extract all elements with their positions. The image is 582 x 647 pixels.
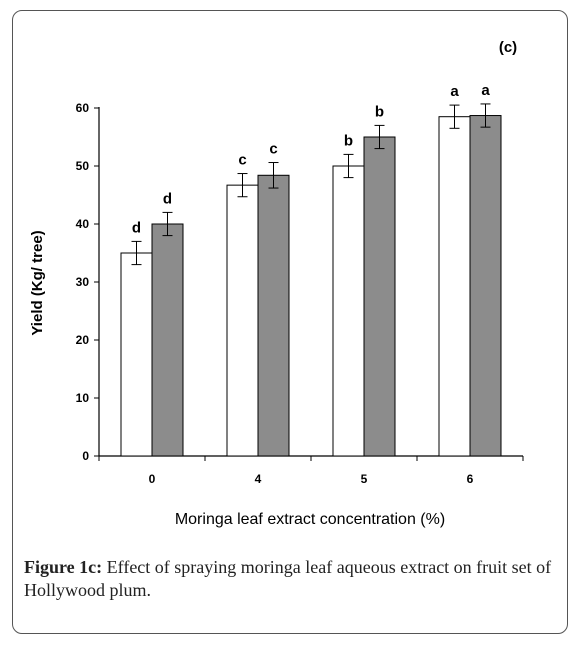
significance-letter: c	[269, 141, 277, 158]
x-axis-label: Moringa leaf extract concentration (%)	[175, 511, 445, 528]
y-tick-label: 40	[76, 217, 90, 231]
bar	[438, 116, 471, 457]
y-tick-label: 10	[76, 391, 90, 405]
x-tick-label: 4	[255, 472, 262, 486]
bar	[332, 165, 365, 457]
x-tick-label: 6	[467, 472, 474, 486]
significance-letter: d	[132, 219, 141, 236]
bar-chart: (c) 0 10 20 30 40 50 60 0 d d 4 c c 5 b b 6 a a Yield (Kg/…	[29, 39, 524, 528]
y-axis-label: Yield (Kg/ tree)	[29, 230, 46, 335]
bar	[151, 223, 184, 457]
significance-letter: d	[163, 190, 172, 207]
significance-letter: b	[344, 132, 353, 149]
significance-letter: a	[481, 82, 490, 99]
significance-letter: a	[450, 83, 459, 100]
bar	[469, 115, 502, 457]
x-tick-label: 5	[361, 472, 368, 486]
significance-letter: b	[375, 103, 384, 120]
y-tick-label: 30	[76, 275, 90, 289]
x-tick-label: 0	[149, 472, 156, 486]
bar	[226, 184, 259, 457]
bar	[120, 252, 153, 457]
caption-text: Effect of spraying moringa leaf aqueous …	[24, 557, 552, 600]
bar	[363, 136, 396, 457]
y-tick-label: 60	[76, 101, 90, 115]
y-tick-label: 50	[76, 159, 90, 173]
y-tick-label: 20	[76, 333, 90, 347]
plot-area: 0 10 20 30 40 50 60 0 d d 4 c c 5 b b 6 a a	[76, 82, 524, 486]
significance-letter: c	[238, 152, 246, 169]
caption-label: Figure 1c:	[24, 557, 103, 577]
figure-caption: Figure 1c: Effect of spraying moringa le…	[24, 556, 564, 602]
y-tick-label: 0	[82, 449, 89, 463]
panel-label: (c)	[499, 39, 517, 56]
bar	[257, 174, 290, 457]
